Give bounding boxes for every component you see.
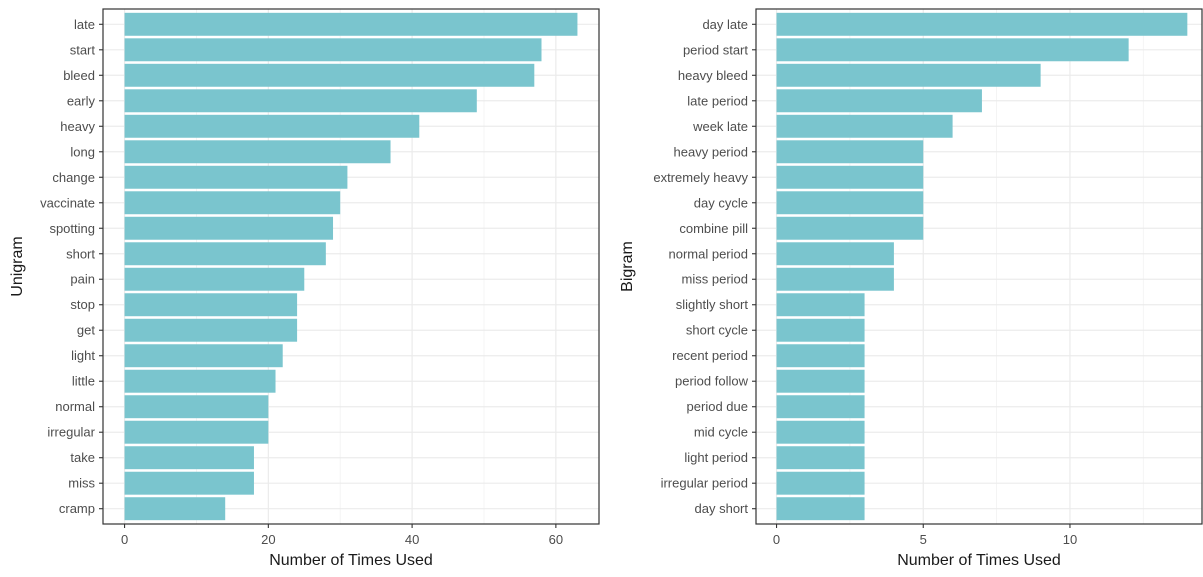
y-tick-label: short	[66, 246, 95, 261]
y-tick-label: normal period	[669, 246, 749, 261]
y-tick-label: little	[72, 374, 95, 389]
y-tick-label: slightly short	[676, 297, 749, 312]
y-tick-label: mid cycle	[694, 425, 748, 440]
y-tick-label: combine pill	[679, 221, 748, 236]
x-axis-title: Number of Times Used	[897, 552, 1061, 569]
bar-slightly-short	[776, 293, 865, 317]
bar-day-cycle	[776, 191, 924, 215]
y-tick-label: heavy period	[674, 144, 748, 159]
y-tick-label: light	[71, 348, 95, 363]
y-tick-label: period follow	[675, 374, 749, 389]
bar-spotting	[124, 216, 334, 240]
y-tick-label: pain	[70, 272, 95, 287]
bar-day-short	[776, 497, 865, 521]
bar-mid-cycle	[776, 420, 865, 444]
y-axis-title: Unigram	[9, 236, 26, 296]
panel-border	[755, 8, 1203, 525]
x-tick-label: 10	[1063, 532, 1077, 547]
y-tick-label: period start	[683, 42, 748, 57]
y-tick-label: miss period	[682, 272, 748, 287]
y-tick-label: short cycle	[686, 323, 748, 338]
y-tick-label: day short	[695, 501, 749, 516]
bar-normal-period	[776, 242, 894, 266]
bar-extremely-heavy	[776, 165, 924, 189]
bar-week-late	[776, 114, 953, 138]
y-tick-label: get	[77, 323, 95, 338]
panel-border	[102, 8, 600, 525]
bar-take	[124, 446, 254, 470]
x-tick-label: 5	[920, 532, 927, 547]
x-tick-label: 0	[121, 532, 128, 547]
y-tick-label: miss	[68, 476, 95, 491]
y-tick-label: recent period	[672, 348, 748, 363]
y-tick-label: late period	[687, 93, 748, 108]
bar-late	[124, 12, 578, 36]
bar-pain	[124, 267, 305, 291]
chart-panel-1: late start bleed early heavy long change vaccin…	[9, 8, 600, 569]
y-tick-label: spotting	[49, 221, 95, 236]
y-tick-label: normal	[55, 399, 95, 414]
y-tick-label: day late	[702, 17, 748, 32]
bar-get	[124, 318, 298, 342]
bar-day-late	[776, 12, 1188, 36]
bar-period-follow	[776, 369, 865, 393]
bar-light-period	[776, 446, 865, 470]
bar-irregular-period	[776, 471, 865, 495]
y-tick-label: week late	[692, 119, 748, 134]
bar-miss	[124, 471, 254, 495]
bar-light	[124, 344, 283, 368]
x-axis-title: Number of Times Used	[269, 552, 433, 569]
bar-long	[124, 140, 391, 164]
bar-late-period	[776, 89, 982, 113]
y-tick-label: vaccinate	[40, 195, 95, 210]
bar-period-due	[776, 395, 865, 419]
x-tick-label: 20	[261, 532, 275, 547]
bar-recent-period	[776, 344, 865, 368]
bar-heavy-period	[776, 140, 924, 164]
x-tick-label: 40	[405, 532, 419, 547]
y-tick-label: bleed	[63, 68, 95, 83]
bar-vaccinate	[124, 191, 341, 215]
bar-short-cycle	[776, 318, 865, 342]
y-tick-label: light period	[684, 450, 748, 465]
bar-heavy	[124, 114, 420, 138]
bar-cramp	[124, 497, 226, 521]
y-tick-label: stop	[70, 297, 95, 312]
y-tick-label: early	[67, 93, 96, 108]
y-tick-label: heavy	[60, 119, 95, 134]
y-tick-label: extremely heavy	[653, 170, 748, 185]
bar-start	[124, 38, 542, 62]
y-tick-label: day cycle	[694, 195, 748, 210]
bar-short	[124, 242, 326, 266]
y-tick-label: irregular period	[661, 476, 748, 491]
bar-period-start	[776, 38, 1129, 62]
x-tick-label: 0	[773, 532, 780, 547]
bar-stop	[124, 293, 298, 317]
y-tick-label: irregular	[47, 425, 95, 440]
y-tick-label: heavy bleed	[678, 68, 748, 83]
y-tick-label: late	[74, 17, 95, 32]
bar-heavy-bleed	[776, 63, 1041, 87]
bar-change	[124, 165, 348, 189]
y-tick-label: change	[52, 170, 95, 185]
y-tick-label: long	[70, 144, 95, 159]
bar-miss-period	[776, 267, 894, 291]
y-tick-label: start	[70, 42, 96, 57]
bar-irregular	[124, 420, 269, 444]
bar-early	[124, 89, 477, 113]
x-tick-label: 60	[549, 532, 563, 547]
y-tick-label: take	[70, 450, 95, 465]
chart-panel-2: day late period start heavy bleed late peri…	[619, 8, 1203, 569]
y-axis-title: Bigram	[619, 241, 636, 292]
bar-combine-pill	[776, 216, 924, 240]
y-tick-label: period due	[687, 399, 748, 414]
y-tick-label: cramp	[59, 501, 95, 516]
bar-little	[124, 369, 276, 393]
bar-bleed	[124, 63, 535, 87]
bar-normal	[124, 395, 269, 419]
